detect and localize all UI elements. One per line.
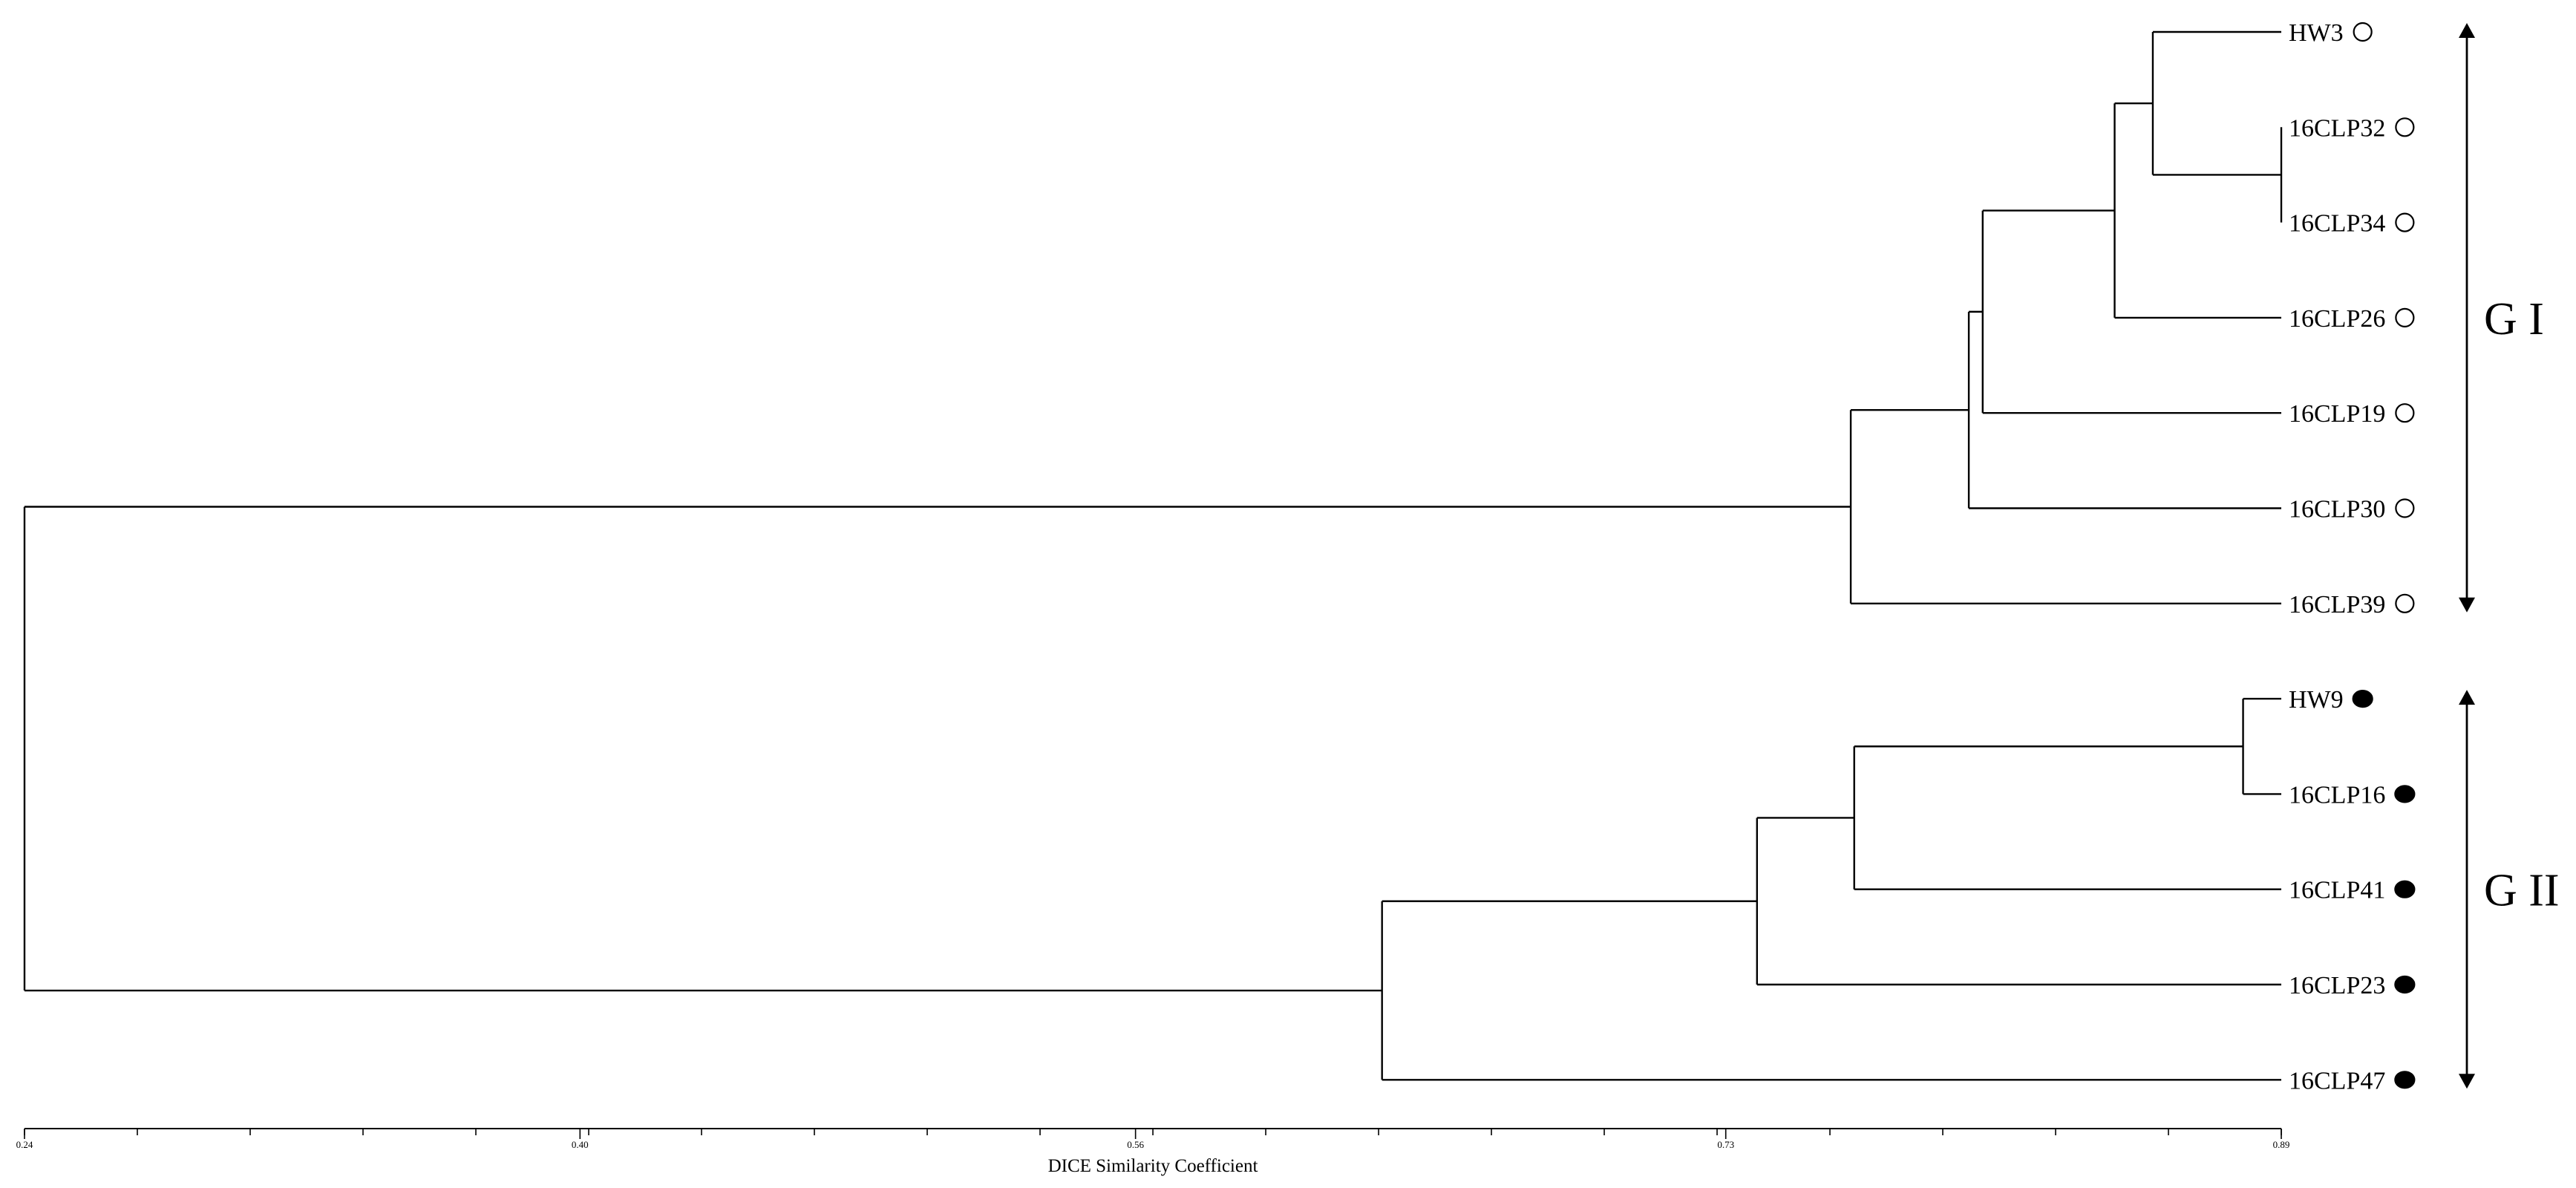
leaf-marker-16clp47	[2394, 1071, 2416, 1089]
x-tick-label: 0.89	[2273, 1139, 2290, 1150]
leaf-label-16clp32: 16CLP32	[2289, 114, 2385, 142]
leaf-label-16clp39: 16CLP39	[2289, 591, 2385, 619]
leaf-label-16clp41: 16CLP41	[2289, 877, 2385, 904]
x-axis: 0.24 0.40 0.56 0.73 0.89	[16, 1128, 2290, 1150]
leaf-marker-16clp16	[2394, 785, 2416, 803]
group-brackets: G I G II	[2459, 23, 2560, 1089]
leaf-marker-16clp34	[2395, 212, 2415, 232]
leaf-marker-16clp39	[2395, 593, 2415, 613]
leaf-marker-16clp41	[2394, 880, 2416, 898]
leaf-label-16clp34: 16CLP34	[2289, 210, 2385, 238]
x-tick-label: 0.73	[1717, 1139, 1734, 1150]
leaf-label-16clp30: 16CLP30	[2289, 496, 2385, 523]
leaf-label-16clp26: 16CLP26	[2289, 305, 2385, 333]
leaf-marker-hw9	[2352, 689, 2373, 708]
leaf-label-16clp16: 16CLP16	[2289, 781, 2385, 809]
group-g-ii-arrowhead-down	[2459, 1074, 2475, 1089]
group-g-i-arrowhead-down	[2459, 597, 2475, 613]
group-g-i-label: G I	[2484, 294, 2544, 345]
leaf-label-16clp19: 16CLP19	[2289, 400, 2385, 428]
leaf-label-hw9: HW9	[2289, 686, 2344, 714]
leaf-label-16clp23: 16CLP23	[2289, 972, 2385, 999]
leaf-label-hw3: HW3	[2289, 19, 2344, 47]
leaf-marker-16clp19	[2395, 403, 2415, 423]
leaf-labels: HW3 16CLP32 16CLP34 16CLP26 16CLP19 16CLP30 16…	[2289, 19, 2416, 1094]
leaf-marker-hw3	[2353, 22, 2373, 42]
leaf-marker-16clp32	[2395, 117, 2415, 137]
group-g-i-arrowhead-up	[2459, 23, 2475, 38]
leaf-marker-16clp30	[2395, 498, 2415, 518]
dendrogram-branches	[23, 30, 2283, 1081]
x-axis-title: DICE Similarity Coefficient	[1048, 1156, 1258, 1176]
leaf-label-16clp47: 16CLP47	[2289, 1067, 2385, 1094]
leaf-marker-16clp23	[2394, 975, 2416, 994]
x-tick-label: 0.56	[1127, 1139, 1144, 1150]
group-g-ii-label: G II	[2484, 866, 2560, 916]
leaf-marker-16clp26	[2395, 307, 2415, 327]
group-g-ii-arrowhead-up	[2459, 690, 2475, 705]
x-tick-label: 0.24	[16, 1139, 33, 1150]
x-tick-label: 0.40	[572, 1139, 589, 1150]
